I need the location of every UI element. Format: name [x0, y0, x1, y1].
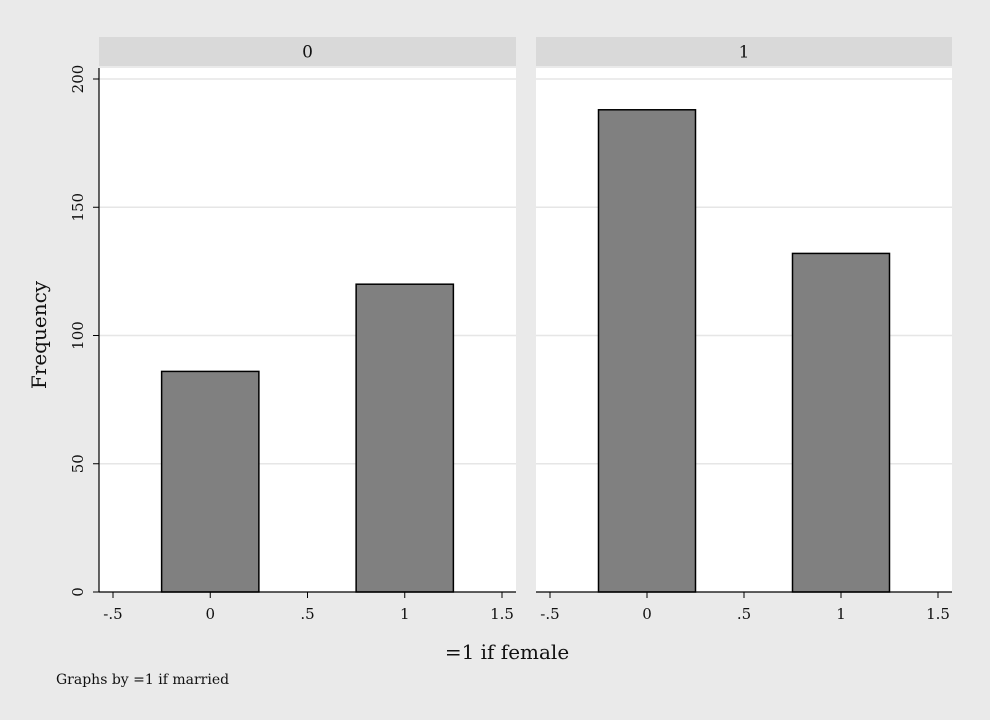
- panel-strip: [99, 37, 516, 66]
- x-tick-label: .5: [737, 605, 751, 623]
- panel-0: 0 -.5 0 .5 1 1.5 0 50 100 150 200: [69, 37, 516, 623]
- y-axis-title: Frequency: [27, 280, 51, 389]
- panels: 0 -.5 0 .5 1 1.5 0 50 100 150 200 1 -.5 0 .5 1 1.5: [69, 37, 952, 623]
- panel-1: 1 -.5 0 .5 1 1.5: [536, 37, 952, 623]
- x-tick-label: 0: [205, 605, 215, 623]
- panel-strip-label: 0: [302, 43, 313, 63]
- y-tick-label: 0: [69, 587, 87, 597]
- panel-strip: [536, 37, 952, 66]
- y-tick-label: 100: [69, 321, 87, 350]
- bar: [160, 370, 260, 593]
- x-tick-label: .5: [300, 605, 314, 623]
- panel-strip-label: 1: [739, 43, 750, 63]
- x-axis-title: =1 if female: [445, 640, 569, 664]
- y-tick-label: 50: [69, 454, 87, 473]
- x-tick-label: 1.5: [926, 605, 950, 623]
- x-tick-label: 1: [400, 605, 410, 623]
- bar: [791, 252, 891, 593]
- x-tick-label: -.5: [103, 605, 122, 623]
- bar: [355, 283, 455, 593]
- y-tick-label: 200: [69, 65, 87, 94]
- x-tick-label: 1: [836, 605, 846, 623]
- x-tick-label: 0: [642, 605, 652, 623]
- graphs-by-note: Graphs by =1 if married: [56, 672, 229, 688]
- y-tick-label: 150: [69, 193, 87, 222]
- x-tick-label: 1.5: [490, 605, 514, 623]
- bar: [597, 109, 697, 593]
- x-tick-label: -.5: [540, 605, 559, 623]
